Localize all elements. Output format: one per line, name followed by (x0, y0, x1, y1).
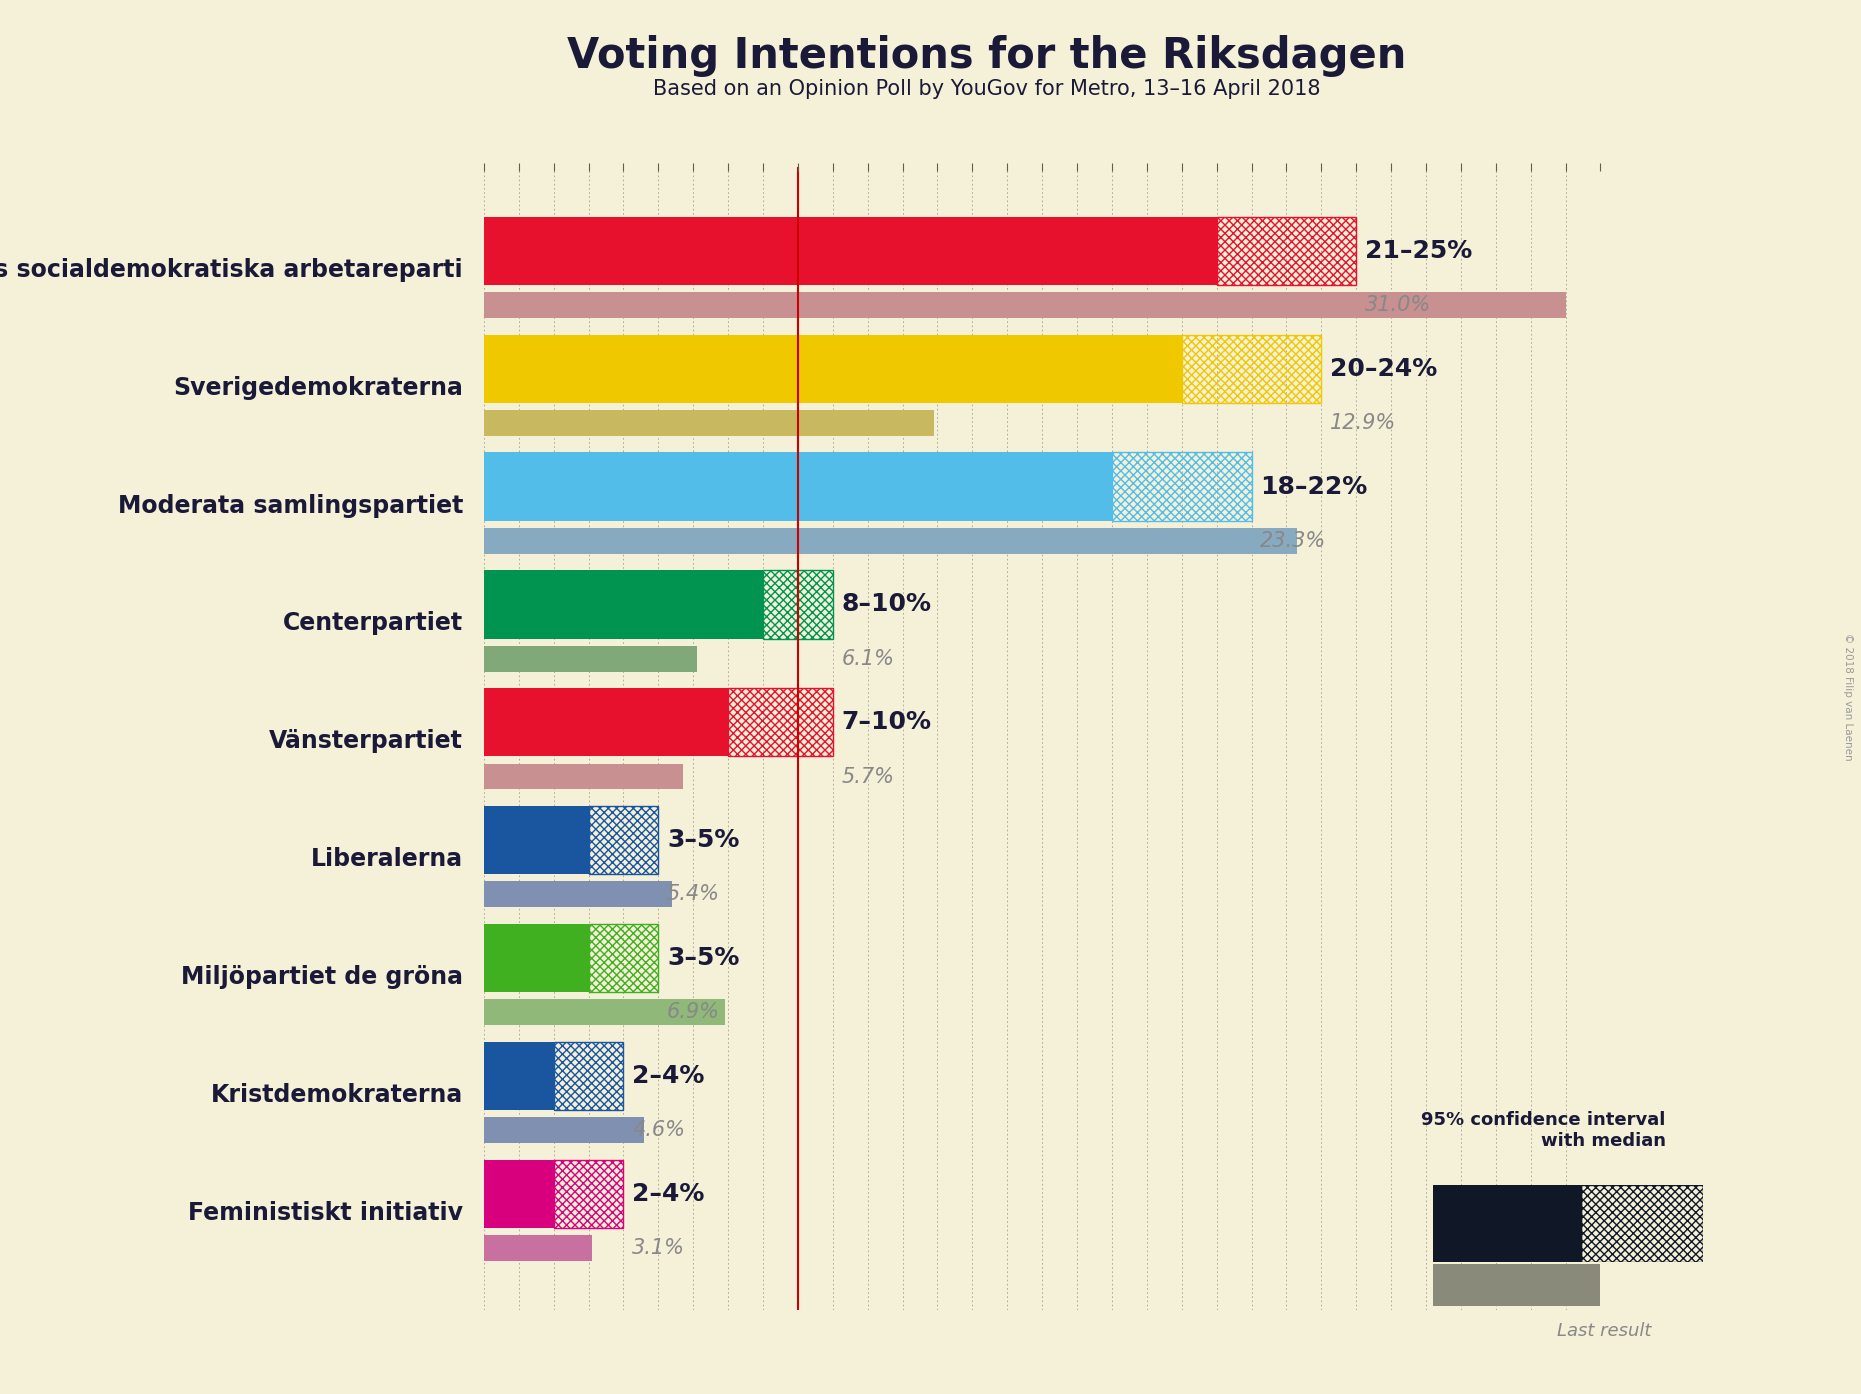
Text: Last result: Last result (1558, 1322, 1651, 1340)
Bar (484, 1041, 555, 1110)
Text: 6.9%: 6.9% (666, 1002, 720, 1022)
Bar (763, 570, 834, 638)
Bar (484, 1117, 644, 1143)
Bar (1182, 335, 1321, 403)
Text: © 2018 Filip van Laenen: © 2018 Filip van Laenen (1842, 633, 1854, 761)
Bar (484, 999, 724, 1025)
Bar (1433, 1185, 1582, 1262)
Text: 95% confidence interval
with median: 95% confidence interval with median (1422, 1111, 1666, 1150)
Bar (555, 1041, 623, 1110)
Text: 31.0%: 31.0% (1364, 296, 1431, 315)
Text: Based on an Opinion Poll by YouGov for Metro, 13–16 April 2018: Based on an Opinion Poll by YouGov for M… (653, 79, 1319, 99)
Text: 5.4%: 5.4% (666, 884, 720, 905)
Bar (484, 645, 696, 672)
Bar (728, 689, 834, 757)
Text: 7–10%: 7–10% (841, 711, 932, 735)
Text: 2–4%: 2–4% (633, 1064, 705, 1087)
Bar (484, 881, 672, 907)
Bar (484, 689, 728, 757)
Text: 2–4%: 2–4% (633, 1182, 705, 1206)
Text: 4.6%: 4.6% (633, 1119, 685, 1140)
Bar (555, 1160, 623, 1228)
Bar (484, 570, 763, 638)
Text: 8–10%: 8–10% (841, 592, 932, 616)
Bar (484, 217, 1217, 286)
Text: 3.1%: 3.1% (633, 1238, 685, 1257)
Bar (484, 806, 588, 874)
Text: 20–24%: 20–24% (1331, 357, 1437, 381)
Bar (484, 1160, 555, 1228)
Bar (484, 335, 1182, 403)
Bar (484, 528, 1297, 553)
Text: 18–22%: 18–22% (1260, 474, 1368, 499)
Text: 5.7%: 5.7% (841, 767, 895, 786)
Text: Voting Intentions for the Riksdagen: Voting Intentions for the Riksdagen (566, 35, 1407, 77)
Bar (484, 293, 1565, 318)
Bar (484, 1235, 592, 1260)
Text: 3–5%: 3–5% (666, 947, 739, 970)
Bar (1217, 217, 1357, 286)
Text: 21–25%: 21–25% (1364, 238, 1472, 263)
Bar (484, 924, 588, 993)
Bar (484, 764, 683, 789)
Bar (484, 410, 934, 436)
Bar (588, 924, 659, 993)
Text: 6.1%: 6.1% (841, 648, 895, 669)
Bar (484, 453, 1113, 521)
Text: 23.3%: 23.3% (1260, 531, 1327, 551)
Text: 3–5%: 3–5% (666, 828, 739, 852)
Text: 12.9%: 12.9% (1331, 413, 1396, 434)
Bar (588, 806, 659, 874)
Bar (1582, 1185, 1703, 1262)
Bar (1113, 453, 1252, 521)
